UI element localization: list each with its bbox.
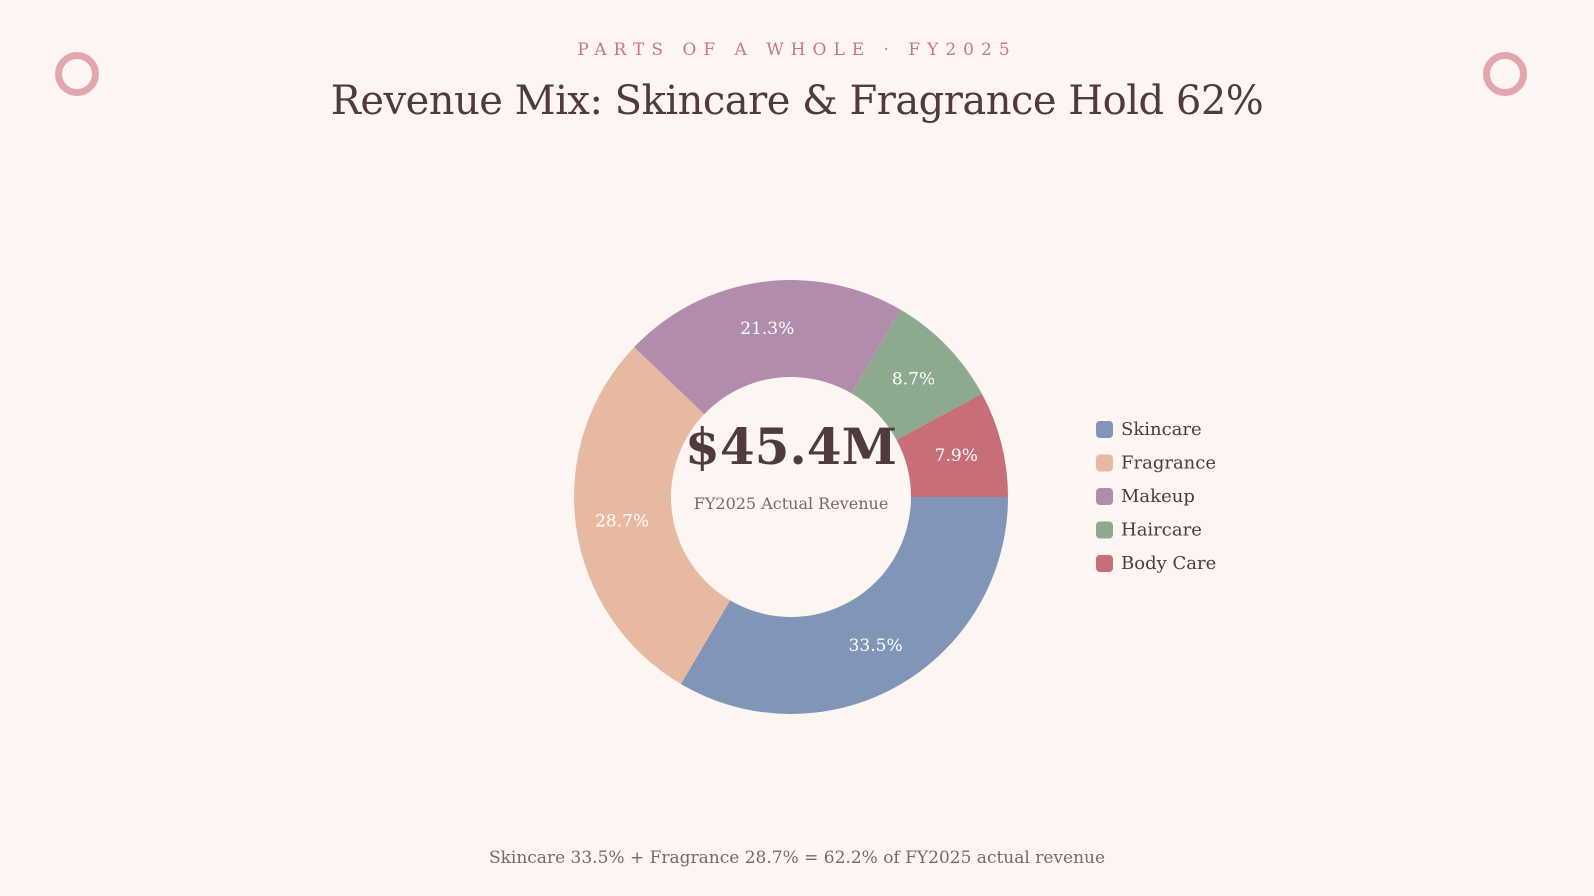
legend-swatch-fragrance (1096, 454, 1113, 472)
slice-label-haircare: 8.7% (892, 369, 935, 389)
slice-body-care (896, 393, 1008, 497)
legend-label-skincare: Skincare (1121, 419, 1202, 440)
footnote: Skincare 33.5% + Fragrance 28.7% = 62.2%… (488, 848, 1106, 868)
slice-label-skincare: 33.5% (849, 636, 903, 656)
eyebrow-label: PARTS OF A WHOLE · FY2025 (577, 40, 1017, 60)
decorative-ring-right-icon (1483, 52, 1527, 96)
legend-swatch-makeup (1096, 488, 1113, 505)
decorative-ring-left-icon (55, 52, 99, 96)
legend-label-haircare: Haircare (1121, 520, 1202, 541)
donut-slice-labels: 33.5% 28.7% 21.3% 8.7% 7.9% (595, 319, 978, 656)
center-caption: FY2025 Actual Revenue (694, 494, 889, 513)
legend-swatch-skincare (1096, 421, 1113, 438)
legend-swatch-haircare (1096, 521, 1113, 539)
chart-legend: Skincare Fragrance Makeup Haircare Body Care (1096, 419, 1216, 574)
slice-fragrance (574, 347, 731, 685)
legend-swatch-body-care (1096, 555, 1113, 572)
slice-skincare (680, 497, 1008, 714)
slice-label-fragrance: 28.7% (595, 511, 649, 531)
slice-label-makeup: 21.3% (740, 319, 794, 339)
slice-haircare (851, 309, 982, 440)
legend-label-fragrance: Fragrance (1121, 453, 1216, 474)
slice-makeup (634, 279, 901, 415)
center-value: $45.4M (685, 417, 897, 476)
page-title: Revenue Mix: Skincare & Fragrance Hold 6… (330, 78, 1264, 124)
legend-label-makeup: Makeup (1121, 486, 1195, 507)
donut-slices (574, 279, 1008, 714)
legend-label-body-care: Body Care (1121, 553, 1216, 574)
slice-label-body-care: 7.9% (935, 446, 978, 466)
